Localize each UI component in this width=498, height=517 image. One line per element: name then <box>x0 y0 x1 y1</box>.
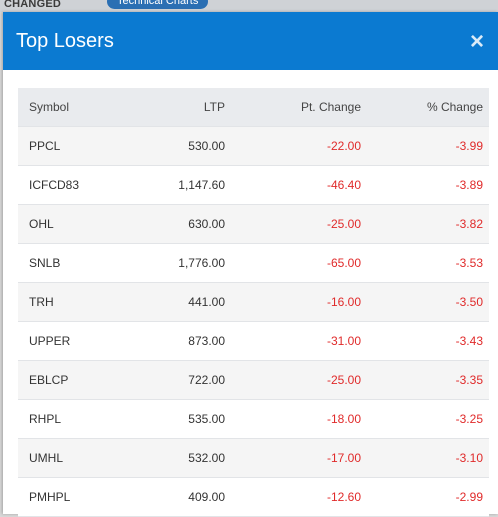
ltp-cell: 1,776.00 <box>149 243 225 283</box>
ltp-cell: 532.00 <box>149 438 225 478</box>
pct-change-cell: -2.99 <box>361 477 489 517</box>
symbol-cell[interactable]: UMHL <box>18 438 149 478</box>
background-heading: CHANGED <box>4 0 62 10</box>
pct-change-cell: -3.10 <box>361 438 489 478</box>
pct-change-cell: -3.35 <box>361 360 489 400</box>
column-header-pct-change[interactable]: % Change <box>361 88 489 127</box>
symbol-cell[interactable]: RHPL <box>18 399 149 439</box>
table-row[interactable]: SNLB 1,776.00 -65.00 -3.53 <box>18 243 489 283</box>
table-row[interactable]: ICFCD83 1,147.60 -46.40 -3.89 <box>18 165 489 205</box>
ltp-cell: 409.00 <box>149 477 225 517</box>
technical-charts-tab[interactable]: Technical Charts <box>107 0 209 9</box>
column-header-symbol[interactable]: Symbol <box>18 88 149 127</box>
pt-change-cell: -16.00 <box>225 282 361 322</box>
column-header-ltp[interactable]: LTP <box>149 88 225 127</box>
ltp-cell: 722.00 <box>149 360 225 400</box>
table-row[interactable]: UMHL 532.00 -17.00 -3.10 <box>18 438 489 478</box>
table-row[interactable]: EBLCP 722.00 -25.00 -3.35 <box>18 360 489 400</box>
table-row[interactable]: TRH 441.00 -16.00 -3.50 <box>18 282 489 322</box>
table-row[interactable]: OHL 630.00 -25.00 -3.82 <box>18 204 489 244</box>
pct-change-cell: -3.53 <box>361 243 489 283</box>
symbol-cell[interactable]: UPPER <box>18 321 149 361</box>
table-row[interactable]: PPCL 530.00 -22.00 -3.99 <box>18 126 489 166</box>
symbol-cell[interactable]: SNLB <box>18 243 149 283</box>
pt-change-cell: -12.60 <box>225 477 361 517</box>
pt-change-cell: -46.40 <box>225 165 361 205</box>
background-page: CHANGED Technical Charts <box>0 0 498 12</box>
pt-change-cell: -22.00 <box>225 126 361 166</box>
symbol-cell[interactable]: OHL <box>18 204 149 244</box>
losers-table-container: Symbol LTP Pt. Change % Change PPCL 530.… <box>18 88 489 517</box>
pct-change-cell: -3.82 <box>361 204 489 244</box>
table-header-row: Symbol LTP Pt. Change % Change <box>18 88 489 127</box>
table-row[interactable]: RHPL 535.00 -18.00 -3.25 <box>18 399 489 439</box>
pt-change-cell: -31.00 <box>225 321 361 361</box>
symbol-cell[interactable]: EBLCP <box>18 360 149 400</box>
ltp-cell: 873.00 <box>149 321 225 361</box>
symbol-cell[interactable]: TRH <box>18 282 149 322</box>
close-icon[interactable]: × <box>469 28 484 55</box>
pct-change-cell: -3.43 <box>361 321 489 361</box>
top-losers-modal: Top Losers × Symbol LTP Pt. Change % Cha… <box>3 12 498 517</box>
pt-change-cell: -65.00 <box>225 243 361 283</box>
pt-change-cell: -25.00 <box>225 360 361 400</box>
ltp-cell: 535.00 <box>149 399 225 439</box>
symbol-cell[interactable]: PPCL <box>18 126 149 166</box>
ltp-cell: 1,147.60 <box>149 165 225 205</box>
pt-change-cell: -17.00 <box>225 438 361 478</box>
column-header-pt-change[interactable]: Pt. Change <box>225 88 361 127</box>
ltp-cell: 530.00 <box>149 126 225 166</box>
table-row[interactable]: PMHPL 409.00 -12.60 -2.99 <box>18 477 489 517</box>
table-row[interactable]: UPPER 873.00 -31.00 -3.43 <box>18 321 489 361</box>
losers-table: Symbol LTP Pt. Change % Change PPCL 530.… <box>18 88 489 517</box>
modal-title: Top Losers <box>16 30 114 52</box>
pct-change-cell: -3.89 <box>361 165 489 205</box>
ltp-cell: 630.00 <box>149 204 225 244</box>
symbol-cell[interactable]: PMHPL <box>18 477 149 517</box>
pct-change-cell: -3.25 <box>361 399 489 439</box>
pt-change-cell: -25.00 <box>225 204 361 244</box>
modal-header: Top Losers × <box>3 12 498 70</box>
ltp-cell: 441.00 <box>149 282 225 322</box>
pct-change-cell: -3.50 <box>361 282 489 322</box>
pt-change-cell: -18.00 <box>225 399 361 439</box>
pct-change-cell: -3.99 <box>361 126 489 166</box>
symbol-cell[interactable]: ICFCD83 <box>18 165 149 205</box>
